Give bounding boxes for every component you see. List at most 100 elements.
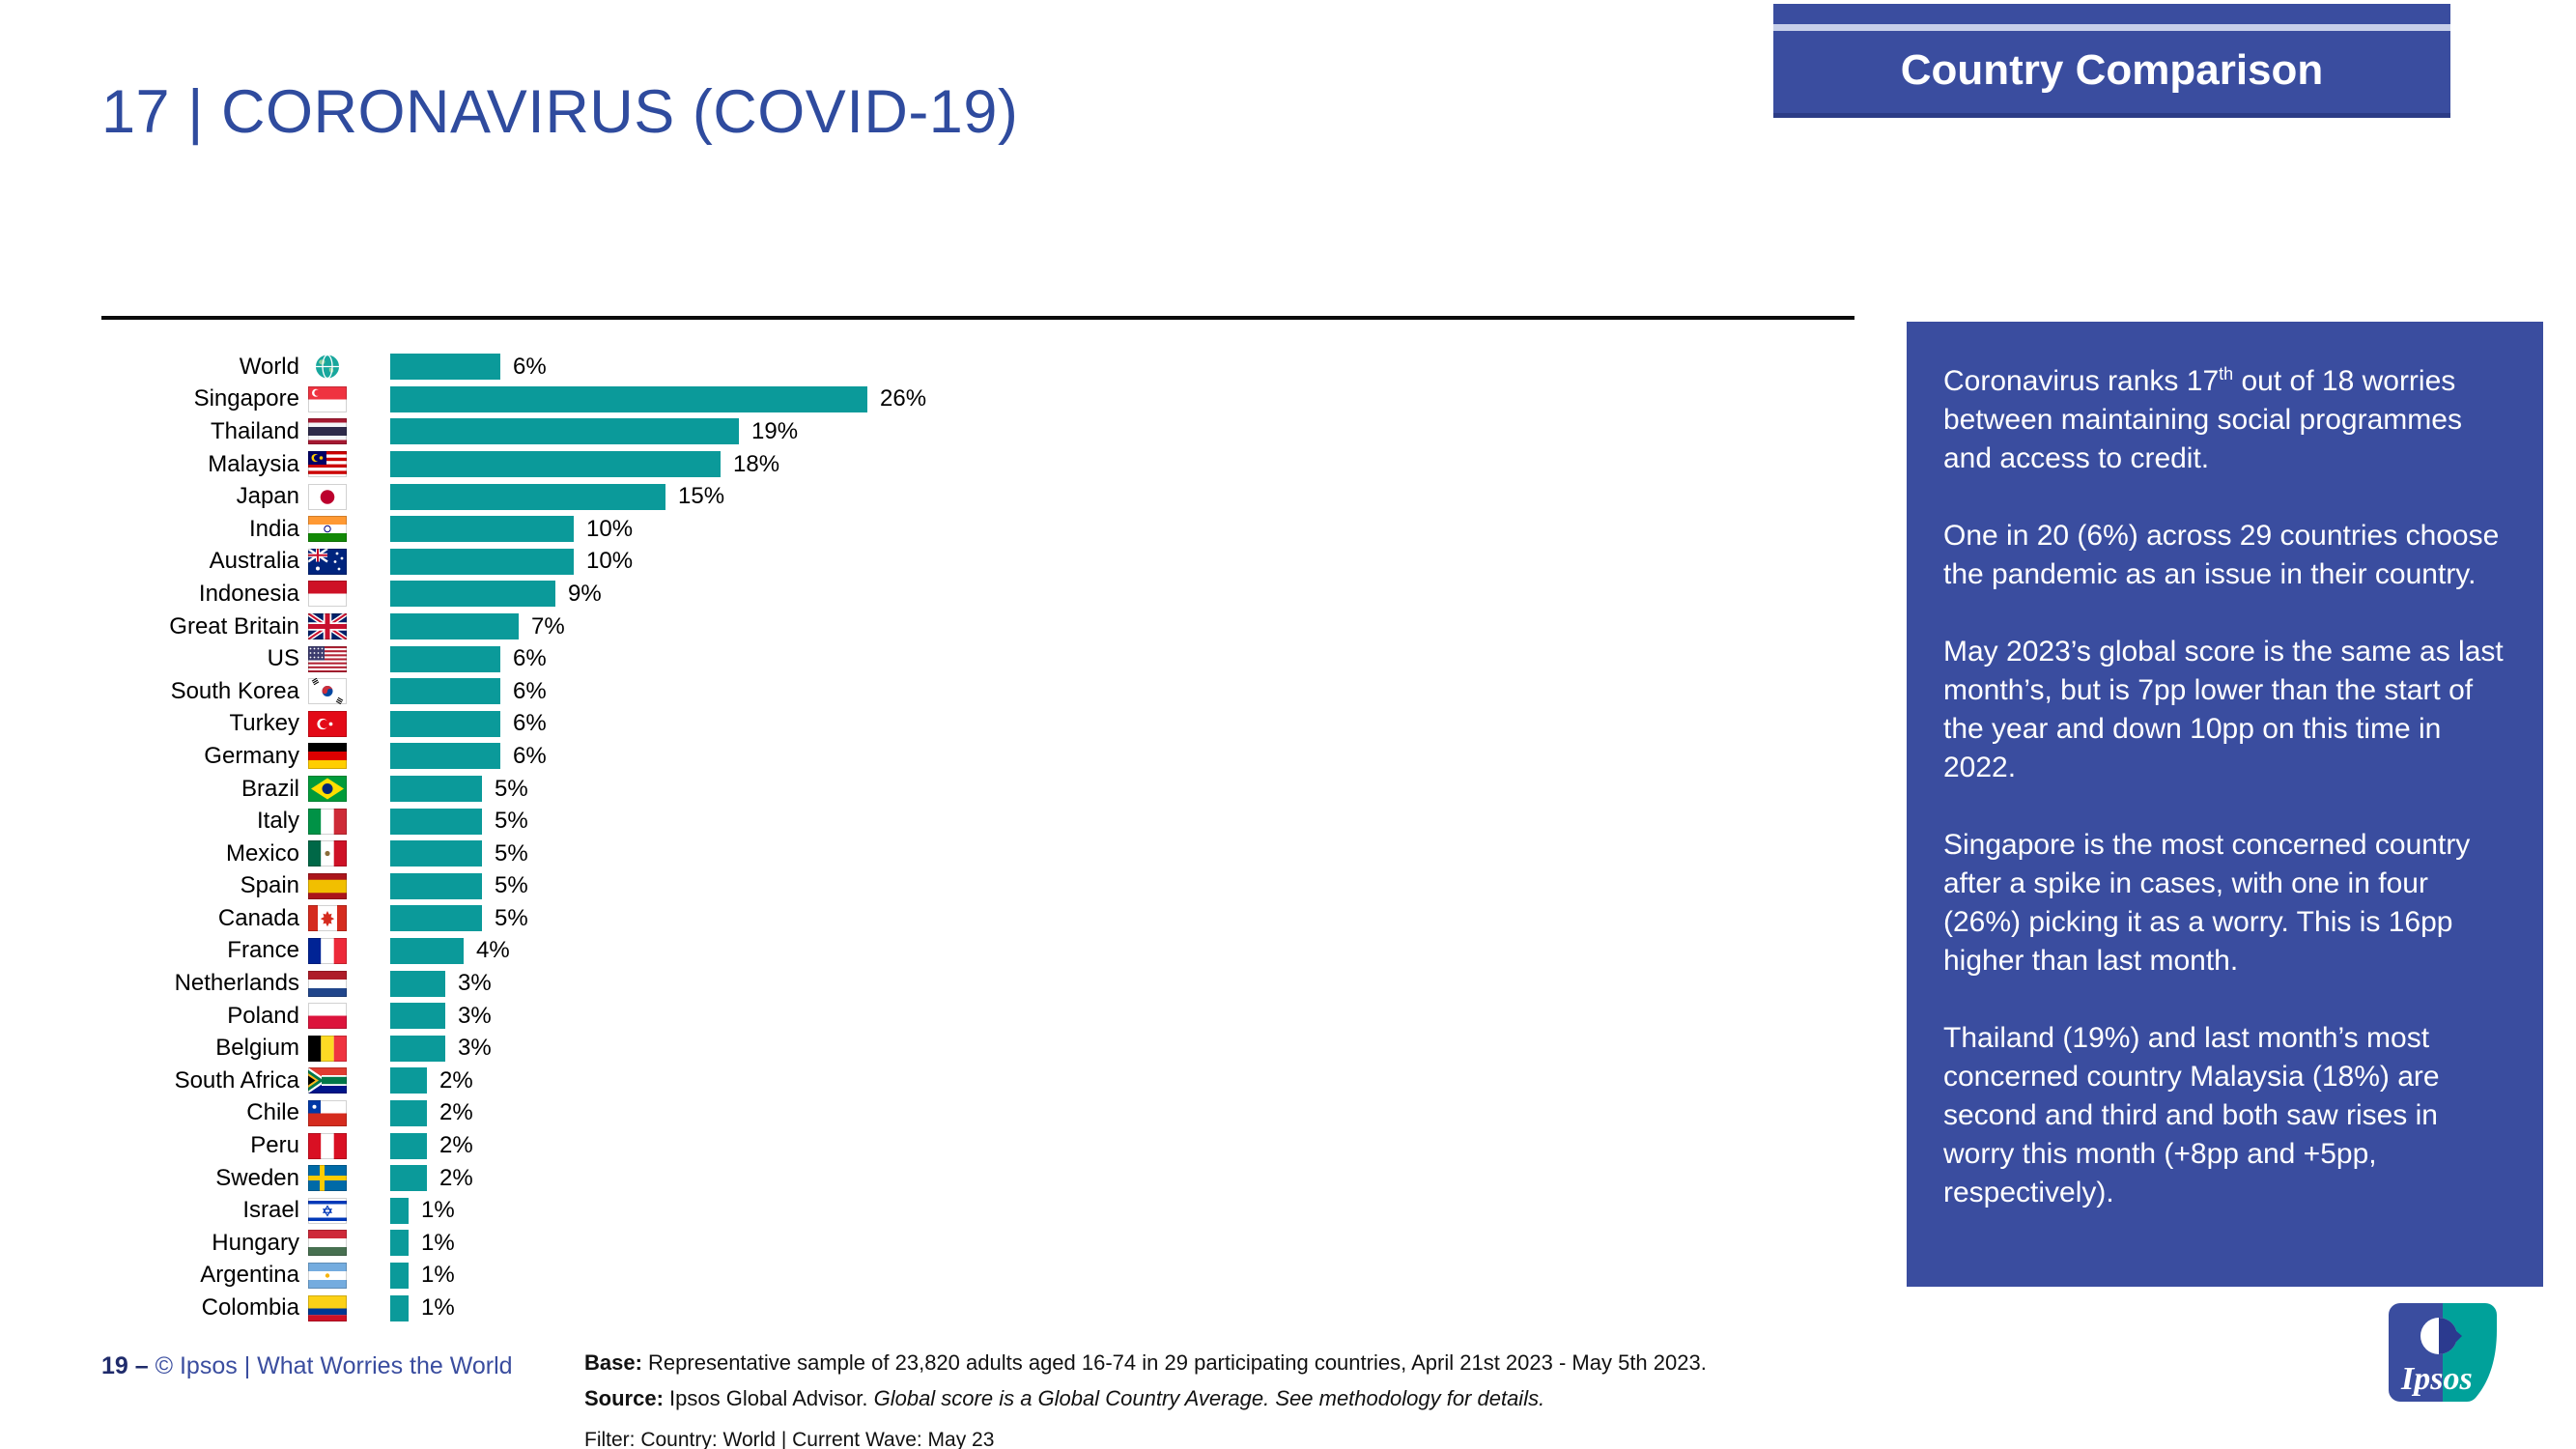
commentary-paragraph: Coronavirus ranks 17th out of 18 worries… — [1943, 362, 2506, 478]
base-text: Representative sample of 23,820 adults a… — [641, 1350, 1707, 1375]
chart-row: Indonesia 9% — [101, 578, 1854, 611]
chart-row: Japan 15% — [101, 480, 1854, 513]
chart-row: Colombia 1% — [101, 1292, 1854, 1324]
country-label: Netherlands — [174, 970, 299, 997]
value-label: 2% — [439, 1164, 473, 1191]
source-label: Source: — [584, 1386, 664, 1410]
country-label: Australia — [209, 548, 299, 575]
flag-australia-icon — [308, 548, 347, 575]
flag-poland-icon — [308, 1003, 347, 1030]
value-label: 2% — [439, 1099, 473, 1126]
country-label: Canada — [217, 904, 299, 931]
chart-row: Australia 10% — [101, 546, 1854, 579]
country-label: Chile — [246, 1099, 299, 1126]
bar — [390, 516, 574, 543]
ipsos-logo: Ipsos — [2389, 1303, 2497, 1402]
flag-germany-icon — [308, 743, 347, 770]
divider-rule — [101, 316, 1854, 320]
value-label: 18% — [733, 450, 780, 477]
bar-track: 2% — [390, 1132, 473, 1159]
bar — [390, 1132, 427, 1159]
flag-great-britain-icon — [308, 613, 347, 640]
chart-row: Peru 2% — [101, 1129, 1854, 1162]
paragraph-text: Coronavirus ranks 17 — [1943, 365, 2220, 397]
bar-track: 4% — [390, 937, 510, 964]
flag-singapore-icon — [308, 385, 347, 412]
bar-track: 5% — [390, 905, 528, 932]
country-label: South Africa — [174, 1066, 299, 1094]
chart-row: Poland 3% — [101, 1000, 1854, 1033]
logo-wordmark: Ipsos — [2400, 1361, 2473, 1397]
bar-track: 2% — [390, 1067, 473, 1094]
country-label: Brazil — [241, 775, 299, 802]
country-comparison-banner: Country Comparison — [1773, 4, 2450, 118]
value-label: 7% — [531, 612, 565, 639]
chart-row: Great Britain 7% — [101, 611, 1854, 643]
chart-row: World 6% — [101, 351, 1854, 384]
country-label: Japan — [236, 483, 299, 510]
bar-track: 1% — [390, 1262, 455, 1289]
chart-row: Netherlands 3% — [101, 967, 1854, 1000]
chart-row: South Africa 2% — [101, 1065, 1854, 1097]
bar-track: 26% — [390, 385, 926, 412]
country-label: Sweden — [215, 1164, 299, 1191]
chart-row: Belgium 3% — [101, 1032, 1854, 1065]
country-label: Great Britain — [169, 612, 299, 639]
bar — [390, 1035, 445, 1062]
bar-track: 10% — [390, 516, 633, 543]
country-label: Italy — [256, 808, 299, 835]
value-label: 5% — [495, 872, 528, 899]
flag-india-icon — [308, 516, 347, 543]
flag-belgium-icon — [308, 1035, 347, 1062]
bar — [390, 840, 482, 867]
bar — [390, 385, 867, 412]
bar-track: 1% — [390, 1197, 455, 1224]
bar-track: 6% — [390, 710, 547, 737]
chart-row: Singapore 26% — [101, 384, 1854, 416]
country-label: Argentina — [200, 1262, 299, 1289]
country-label: India — [248, 515, 299, 542]
flag-spain-icon — [308, 872, 347, 899]
base-label: Base: — [584, 1350, 642, 1375]
value-label: 6% — [513, 742, 547, 769]
value-label: 6% — [513, 353, 547, 380]
value-label: 3% — [458, 1002, 492, 1029]
bar-track: 1% — [390, 1230, 455, 1257]
bar — [390, 743, 500, 770]
bar — [390, 1099, 427, 1126]
source-line: Source: Ipsos Global Advisor. Global sco… — [584, 1380, 1707, 1416]
flag-south-africa-icon — [308, 1067, 347, 1094]
bar-track: 5% — [390, 808, 528, 835]
value-label: 19% — [751, 417, 799, 444]
bar — [390, 905, 482, 932]
chart-row: Thailand 19% — [101, 415, 1854, 448]
country-label: Germany — [204, 742, 299, 769]
page-title: 17 | CORONAVIRUS (COVID-19) — [101, 78, 1019, 146]
value-label: 3% — [458, 970, 492, 997]
flag-netherlands-icon — [308, 970, 347, 997]
bar — [390, 678, 500, 705]
value-label: 26% — [880, 385, 927, 412]
commentary-paragraph: One in 20 (6%) across 29 countries choos… — [1943, 520, 2500, 590]
flag-malaysia-icon — [308, 451, 347, 478]
source-text: Ipsos Global Advisor. — [663, 1386, 874, 1410]
value-label: 2% — [439, 1066, 473, 1094]
bar-track: 3% — [390, 1003, 492, 1030]
bar-track: 3% — [390, 1035, 492, 1062]
value-label: 1% — [421, 1229, 455, 1256]
flag-canada-icon — [308, 905, 347, 932]
commentary-paragraph: Singapore is the most concerned country … — [1943, 829, 2471, 977]
bar — [390, 1067, 427, 1094]
paragraph-text: out of 18 worries between maintaining so… — [1943, 365, 2462, 474]
ordinal-superscript: th — [2219, 364, 2234, 384]
value-label: 9% — [568, 580, 602, 607]
bar — [390, 1294, 409, 1321]
chart-row: Turkey 6% — [101, 708, 1854, 741]
chart-row: South Korea 6% — [101, 675, 1854, 708]
bar — [390, 970, 445, 997]
banner-label: Country Comparison — [1900, 45, 2324, 94]
chart-row: Mexico 5% — [101, 838, 1854, 870]
bar-track: 15% — [390, 483, 724, 510]
bar — [390, 483, 665, 510]
commentary-panel: Coronavirus ranks 17th out of 18 worries… — [1907, 322, 2543, 1287]
